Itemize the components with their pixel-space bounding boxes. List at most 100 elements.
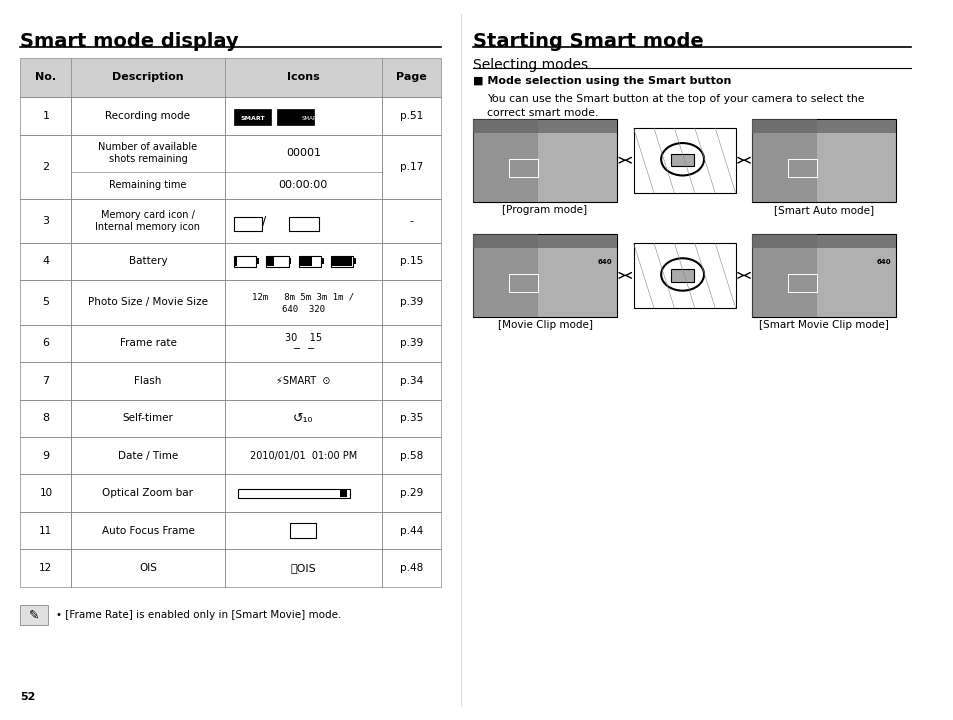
Bar xyxy=(752,119,816,202)
Text: • [Frame Rate] is enabled only in [Smart Movie] mode.: • [Frame Rate] is enabled only in [Smart… xyxy=(55,610,340,620)
Text: 12m   8m 5m 3m 1m /: 12m 8m 5m 3m 1m / xyxy=(252,292,355,301)
Text: SMART: SMART xyxy=(301,116,319,120)
Text: Description: Description xyxy=(112,73,184,82)
Bar xyxy=(633,128,735,193)
Text: 00:00:00: 00:00:00 xyxy=(278,180,328,190)
Text: Photo Size / Movie Size: Photo Size / Movie Size xyxy=(88,297,208,307)
Text: 9: 9 xyxy=(42,451,50,461)
Text: 640  320: 640 320 xyxy=(281,305,325,314)
Text: 2: 2 xyxy=(42,162,50,172)
Bar xyxy=(787,274,816,292)
Polygon shape xyxy=(20,58,71,97)
Text: [Movie Clip mode]: [Movie Clip mode] xyxy=(497,320,592,330)
Text: p.15: p.15 xyxy=(399,256,422,266)
Bar xyxy=(671,153,693,166)
Text: 1: 1 xyxy=(42,111,50,121)
Text: p.39: p.39 xyxy=(399,297,422,307)
Text: 00001: 00001 xyxy=(286,148,320,158)
Bar xyxy=(473,235,617,248)
Text: Self-timer: Self-timer xyxy=(122,413,173,423)
Text: Auto Focus Frame: Auto Focus Frame xyxy=(101,526,194,536)
Text: 7: 7 xyxy=(42,376,50,386)
Text: ↺₁₀: ↺₁₀ xyxy=(293,412,314,425)
Bar xyxy=(238,489,350,498)
Text: 10: 10 xyxy=(39,488,52,498)
Polygon shape xyxy=(382,58,440,97)
Bar xyxy=(332,256,352,266)
Bar xyxy=(299,256,312,266)
Bar xyxy=(288,258,291,264)
Bar xyxy=(353,258,355,264)
Bar xyxy=(233,109,271,125)
Text: Number of available
shots remaining: Number of available shots remaining xyxy=(98,142,197,164)
Bar xyxy=(752,119,895,202)
Text: 8: 8 xyxy=(42,413,50,423)
Text: Smart mode display: Smart mode display xyxy=(20,32,239,51)
Text: ■ Mode selection using the Smart button: ■ Mode selection using the Smart button xyxy=(473,76,731,86)
Bar xyxy=(633,243,735,308)
Bar xyxy=(340,490,347,497)
Text: Optical Zoom bar: Optical Zoom bar xyxy=(102,488,193,498)
Text: Battery: Battery xyxy=(129,256,167,266)
Text: Memory card icon /
Internal memory icon: Memory card icon / Internal memory icon xyxy=(95,210,200,233)
Text: [Smart Movie Clip mode]: [Smart Movie Clip mode] xyxy=(759,320,888,330)
Text: Remaining time: Remaining time xyxy=(110,180,187,190)
Text: You can use the Smart button at the top of your camera to select the
correct sma: You can use the Smart button at the top … xyxy=(487,94,863,117)
Text: 4: 4 xyxy=(42,256,50,266)
Text: 640: 640 xyxy=(597,259,612,265)
Bar xyxy=(473,234,537,317)
Bar xyxy=(509,274,537,292)
Bar xyxy=(298,256,320,267)
Bar xyxy=(289,217,319,231)
Text: p.39: p.39 xyxy=(399,338,422,348)
Bar xyxy=(473,234,617,317)
Bar xyxy=(277,109,314,125)
Text: p.29: p.29 xyxy=(399,488,422,498)
Text: Flash: Flash xyxy=(134,376,161,386)
Text: OIS: OIS xyxy=(139,563,156,573)
Text: No.: No. xyxy=(35,73,56,82)
Text: Page: Page xyxy=(395,73,426,82)
Text: [Smart Auto mode]: [Smart Auto mode] xyxy=(774,205,873,215)
Bar xyxy=(752,120,895,133)
Text: 11: 11 xyxy=(39,526,52,536)
Text: Date / Time: Date / Time xyxy=(118,451,178,461)
Bar xyxy=(473,120,617,133)
Text: SMART: SMART xyxy=(240,116,264,120)
Bar xyxy=(320,258,323,264)
Text: [Program mode]: [Program mode] xyxy=(502,205,587,215)
Text: Selecting modes: Selecting modes xyxy=(473,58,588,71)
Text: 🖐OIS: 🖐OIS xyxy=(290,563,315,573)
Text: p.44: p.44 xyxy=(399,526,422,536)
Bar xyxy=(20,605,49,625)
Text: Starting Smart mode: Starting Smart mode xyxy=(473,32,703,51)
Text: p.34: p.34 xyxy=(399,376,422,386)
Text: 12: 12 xyxy=(39,563,52,573)
Bar xyxy=(473,119,537,202)
Text: 640: 640 xyxy=(876,259,890,265)
Bar xyxy=(752,234,895,317)
Bar xyxy=(234,256,236,266)
Text: -: - xyxy=(409,216,413,226)
Bar xyxy=(266,256,288,267)
Bar xyxy=(233,256,255,267)
Text: p.58: p.58 xyxy=(399,451,422,461)
Text: p.17: p.17 xyxy=(399,162,422,172)
Text: ⚡SMART  ⊙: ⚡SMART ⊙ xyxy=(275,376,331,386)
Bar xyxy=(787,158,816,177)
Bar xyxy=(752,234,816,317)
Bar xyxy=(331,256,353,267)
Text: 5: 5 xyxy=(42,297,50,307)
Text: Frame rate: Frame rate xyxy=(119,338,176,348)
Text: Icons: Icons xyxy=(287,73,319,82)
Bar xyxy=(267,256,274,266)
Text: Recording mode: Recording mode xyxy=(106,111,191,121)
Text: 6: 6 xyxy=(42,338,50,348)
Bar xyxy=(255,258,258,264)
Text: ✎: ✎ xyxy=(29,608,39,621)
Text: 52: 52 xyxy=(20,692,36,702)
Bar xyxy=(671,269,693,282)
Bar xyxy=(473,119,617,202)
Bar xyxy=(290,523,316,538)
Text: 3: 3 xyxy=(42,216,50,226)
